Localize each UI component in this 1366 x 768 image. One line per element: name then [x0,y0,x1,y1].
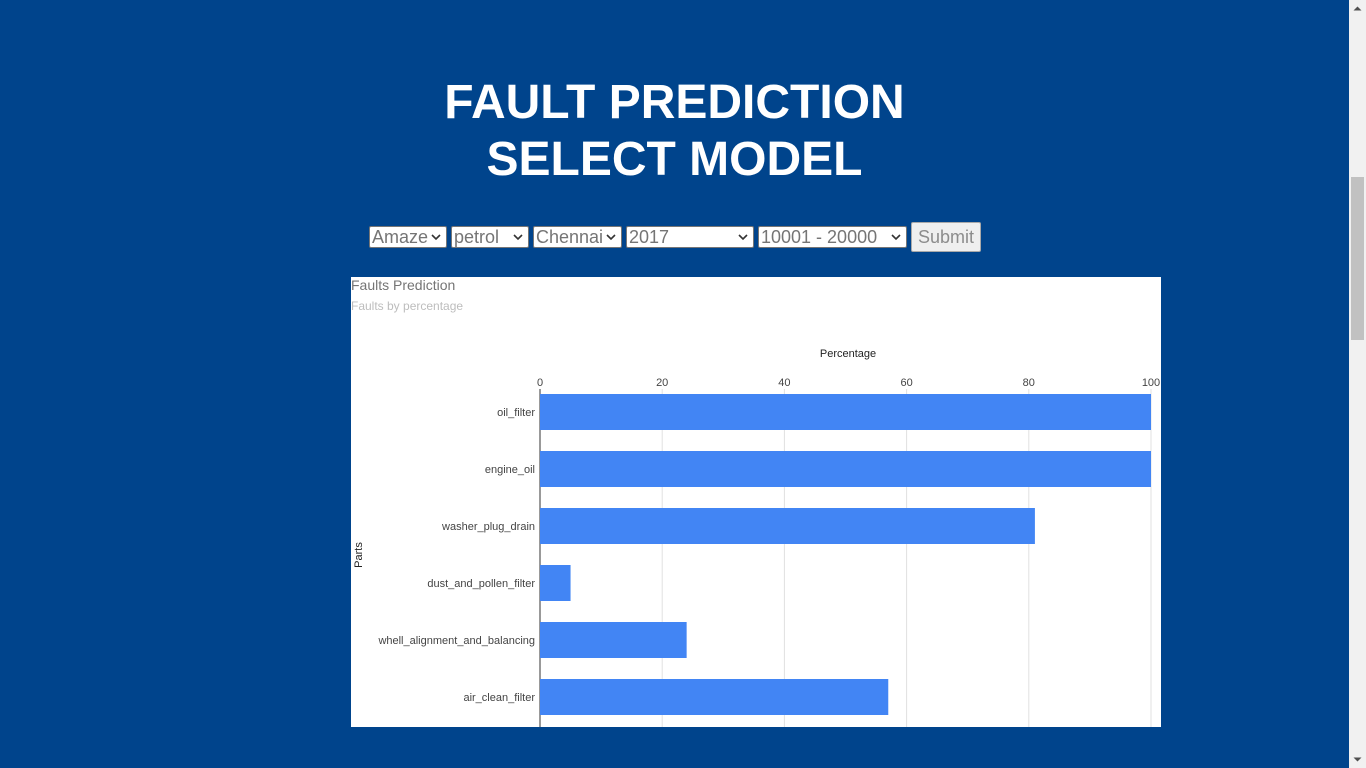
chart-grid: 0 20 40 60 80 100 [537,377,1160,727]
x-tick-label: 60 [900,377,912,389]
filter-form: Amaze petrol Chennai 2017 10001 - 20000 … [369,222,981,252]
page-title: FAULT PREDICTION [444,76,905,129]
y-category-label: oil_filter [497,407,535,419]
scroll-down-arrow-icon[interactable] [1349,751,1366,768]
km-range-select[interactable]: 10001 - 20000 [758,226,907,248]
y-category-label: engine_oil [485,464,535,476]
y-category-label: washer_plug_drain [441,521,535,533]
x-tick-label: 100 [1142,377,1160,389]
faults-chart: Faults Prediction Faults by percentage 0… [351,277,1161,727]
bar-dust_and_pollen_filter[interactable] [540,565,571,601]
bar-whell_alignment_and_balancing[interactable] [540,622,687,658]
city-select[interactable]: Chennai [533,226,622,248]
scrollbar-thumb[interactable] [1351,177,1364,340]
fuel-select[interactable]: petrol [451,226,529,248]
city-select-value: Chennai [536,227,604,247]
x-tick-label: 0 [537,377,543,389]
chevron-down-icon [606,234,616,241]
x-tick-label: 20 [656,377,668,389]
vertical-scrollbar[interactable] [1349,0,1366,768]
scroll-up-arrow-icon[interactable] [1349,0,1366,17]
x-tick-label: 40 [778,377,790,389]
model-select-value: Amaze [372,227,429,247]
y-category-label: whell_alignment_and_balancing [377,635,535,647]
chart-title: Faults Prediction [351,277,456,293]
bar-oil_filter[interactable] [540,394,1151,430]
chevron-down-icon [513,234,523,241]
bar-air_clean_filter[interactable] [540,679,889,715]
page-subtitle: SELECT MODEL [486,133,863,186]
chart-subtitle: Faults by percentage [351,299,464,313]
year-select-value: 2017 [629,227,670,247]
bar-washer_plug_drain[interactable] [540,508,1035,544]
x-axis-title: Percentage [820,348,876,360]
model-select[interactable]: Amaze [369,226,447,248]
chart-plot: 0 20 40 60 80 100 oil_filter engine_oil washer_… [353,348,1160,727]
chevron-down-icon [891,234,901,241]
chevron-down-icon [738,234,748,241]
chevron-down-icon [431,234,441,241]
fuel-select-value: petrol [454,227,500,247]
year-select[interactable]: 2017 [626,226,754,248]
submit-button[interactable]: Submit [911,222,981,252]
y-category-label: air_clean_filter [463,692,535,704]
y-axis-title: Parts [353,542,365,568]
y-category-label: dust_and_pollen_filter [427,578,535,590]
x-tick-label: 80 [1023,377,1035,389]
page-header: FAULT PREDICTION SELECT MODEL [0,74,1349,188]
chart-bars: oil_filter engine_oil washer_plug_draindus… [377,394,1151,715]
bar-engine_oil[interactable] [540,451,1151,487]
km-range-select-value: 10001 - 20000 [761,227,878,247]
